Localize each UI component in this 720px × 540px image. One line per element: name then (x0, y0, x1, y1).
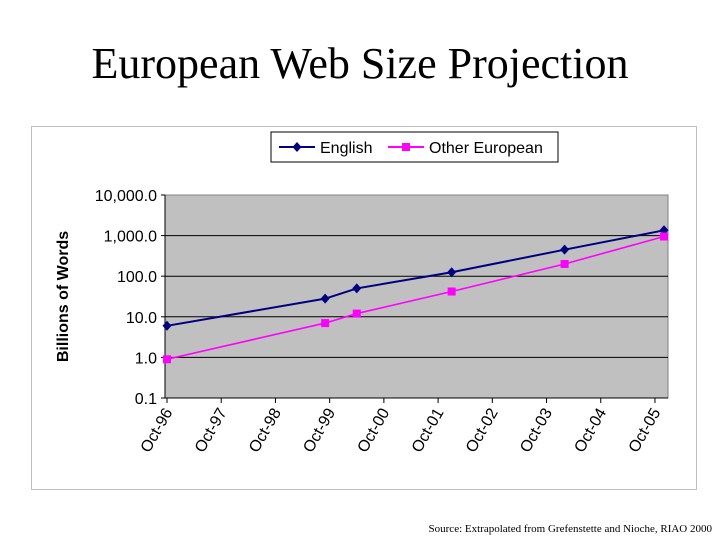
x-tick-label: Oct-98 (246, 405, 285, 455)
x-tick-label: Oct-99 (300, 405, 339, 455)
data-point-other-european (163, 355, 171, 364)
legend-label: English (320, 140, 372, 157)
y-tick-label: 1,000.0 (104, 229, 157, 246)
chart-frame: 10,000.0 1,000.0 100.0 10.0 1.0 0.1 Oct-96 Oct-… (31, 126, 697, 490)
data-point-other-european (321, 319, 330, 328)
x-tick-label: Oct-97 (192, 405, 231, 455)
y-tick-label: 100.0 (117, 269, 157, 286)
data-point-english (320, 293, 330, 304)
x-tick-label: Oct-96 (138, 405, 177, 455)
data-point-english (560, 244, 570, 255)
legend-label: Other European (429, 140, 543, 157)
series-line-0 (166, 229, 665, 327)
y-tick-label: 10.0 (126, 310, 157, 327)
x-tick-label: Oct-03 (517, 405, 556, 455)
data-point-other-european (660, 232, 668, 241)
legend-marker-square (402, 143, 410, 151)
x-tick-label: Oct-04 (571, 405, 610, 455)
x-tick-label: Oct-00 (355, 405, 394, 455)
x-tick-label: Oct-01 (409, 405, 448, 455)
y-axis-label: Billions of Words (55, 231, 72, 362)
y-tick-label: 0.1 (135, 391, 157, 408)
data-point-english (447, 267, 457, 278)
data-point-other-european (447, 287, 456, 296)
x-tick-label: Oct-05 (626, 405, 665, 455)
y-tick-label: 1.0 (135, 350, 157, 367)
y-tick-label: 10,000.0 (95, 188, 157, 205)
slide-title: European Web Size Projection (91, 39, 629, 88)
data-point-english (162, 320, 172, 331)
data-point-other-european (560, 259, 569, 268)
x-tick-label: Oct-02 (463, 405, 502, 455)
series-line-1 (166, 235, 665, 361)
data-point-english (352, 283, 362, 294)
data-point-other-european (352, 309, 361, 318)
legend-marker-diamond (292, 142, 302, 152)
plot-area (164, 194, 669, 399)
source-note: Source: Extrapolated from Grefenstette a… (428, 523, 712, 535)
